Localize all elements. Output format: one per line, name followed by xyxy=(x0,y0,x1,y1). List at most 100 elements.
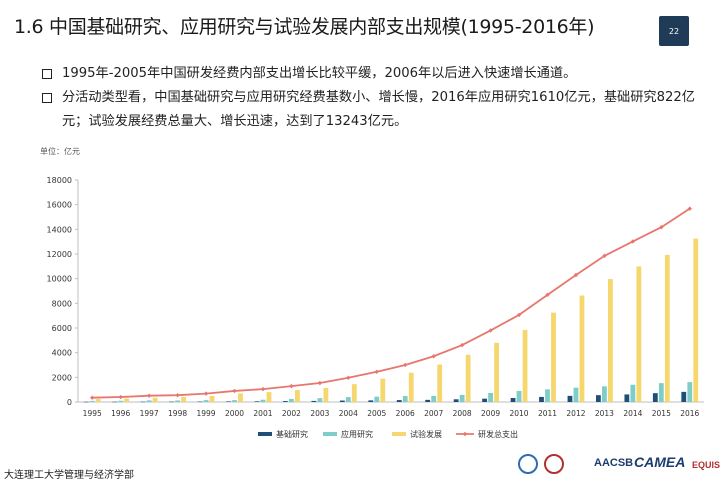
bar-experimental-development xyxy=(437,364,443,402)
bar-applied-research xyxy=(175,400,180,402)
school-seal-icon xyxy=(544,454,564,474)
bar-experimental-development xyxy=(636,266,642,402)
bar-applied-research xyxy=(545,389,550,402)
legend-applied-research-swatch xyxy=(323,432,337,436)
bar-basic-research xyxy=(539,396,544,402)
bar-experimental-development xyxy=(238,393,243,402)
unit-label: 单位：亿元 xyxy=(40,147,80,156)
bullet-square-icon xyxy=(42,93,52,103)
total-expenditure-point xyxy=(175,393,180,398)
x-tick-label: 2009 xyxy=(481,409,500,418)
x-tick-label: 2002 xyxy=(282,409,301,418)
bar-experimental-development xyxy=(209,395,215,402)
bar-applied-research xyxy=(146,400,152,402)
x-tick-label: 2013 xyxy=(595,409,614,418)
accreditation-logos: AACSB CAMEA EQUIS xyxy=(516,450,720,480)
bar-applied-research xyxy=(374,396,380,402)
bullet-text: 1995年-2005年中国研发经费内部支出增长比较平缓，2006年以后进入快速增… xyxy=(62,66,577,81)
x-tick-label: 2006 xyxy=(396,409,415,418)
total-expenditure-point xyxy=(260,386,266,392)
rd-expenditure-chart: 0 2000 4000 6000 8000 10000 12000 14000 16000 180… xyxy=(47,176,704,439)
total-expenditure-point xyxy=(659,225,664,230)
bar-basic-research xyxy=(311,400,317,402)
bar-experimental-development xyxy=(693,238,699,402)
total-expenditure-point xyxy=(346,375,351,380)
total-expenditure-point xyxy=(630,239,636,244)
bullet-list: 1995年-2005年中国研发经费内部支出增长比较平缓，2006年以后进入快速增… xyxy=(36,62,696,134)
bullet-text: 分活动类型看，中国基础研究与应用研究经费基数小、增长慢，2016年应用研究161… xyxy=(62,90,695,129)
bar-basic-research xyxy=(254,401,260,402)
total-expenditure-point xyxy=(146,393,152,398)
x-tick-label: 2004 xyxy=(339,409,358,418)
x-tick-label: 2005 xyxy=(367,409,386,418)
bar-basic-research xyxy=(425,399,431,402)
bullet-item: 分活动类型看，中国基础研究与应用研究经费基数小、增长慢，2016年应用研究161… xyxy=(36,86,696,134)
x-tick-label: 2014 xyxy=(623,409,642,418)
bar-experimental-development xyxy=(494,342,499,402)
bar-applied-research xyxy=(431,395,437,402)
page-number-badge: 22 xyxy=(659,16,689,46)
bar-experimental-development xyxy=(608,279,613,402)
bar-experimental-development xyxy=(152,397,158,402)
bullet-square-icon xyxy=(42,69,52,79)
bar-basic-research xyxy=(197,401,203,403)
equis-logo: EQUIS xyxy=(692,460,720,470)
bar-applied-research xyxy=(516,390,522,402)
x-tick-label: 2011 xyxy=(538,409,557,418)
camea-logo: CAMEA xyxy=(634,454,686,470)
bar-basic-research xyxy=(83,401,89,403)
x-tick-label: 2001 xyxy=(253,409,272,418)
y-tick-label: 10000 xyxy=(47,275,72,284)
bar-basic-research xyxy=(169,401,174,403)
bar-basic-research xyxy=(226,401,231,402)
bar-experimental-development xyxy=(579,295,585,402)
legend-experimental-development-swatch xyxy=(392,432,406,436)
x-tick-label: 2000 xyxy=(225,409,244,418)
bar-applied-research xyxy=(459,394,465,402)
bar-experimental-development xyxy=(522,329,528,402)
bar-basic-research xyxy=(140,401,146,403)
university-seal-icon xyxy=(518,454,538,474)
bar-applied-research xyxy=(602,386,607,402)
institution-name: 大连理工大学管理与经济学部 xyxy=(4,470,134,481)
total-expenditure-point xyxy=(602,253,607,259)
bar-experimental-development xyxy=(351,384,357,402)
y-tick-label: 12000 xyxy=(47,250,72,259)
bar-applied-research xyxy=(630,384,636,402)
bar-basic-research xyxy=(652,393,658,402)
y-tick-label: 16000 xyxy=(47,201,72,210)
total-expenditure-point xyxy=(545,292,550,298)
total-expenditure-point xyxy=(289,383,294,389)
bar-basic-research xyxy=(681,391,687,402)
bar-basic-research xyxy=(510,397,516,402)
bar-applied-research xyxy=(317,398,323,402)
total-expenditure-point xyxy=(317,380,323,386)
y-tick-label: 6000 xyxy=(52,324,72,333)
bar-basic-research xyxy=(453,399,459,402)
legend-total-expenditure-marker xyxy=(462,431,468,437)
bar-experimental-development xyxy=(380,378,386,402)
bar-applied-research xyxy=(402,395,408,402)
x-tick-label: 2008 xyxy=(453,409,472,418)
x-tick-label: 1999 xyxy=(196,409,215,418)
total-expenditure-point xyxy=(90,395,95,400)
page-title: 1.6 中国基础研究、应用研究与试验发展内部支出规模(1995-2016年) xyxy=(14,16,595,38)
x-tick-label: 1996 xyxy=(111,409,130,418)
bar-experimental-development xyxy=(181,397,186,402)
bar-basic-research xyxy=(624,394,630,402)
bar-basic-research xyxy=(368,400,374,402)
x-tick-label: 1998 xyxy=(168,409,187,418)
x-tick-label: 2016 xyxy=(680,409,699,418)
bar-applied-research xyxy=(687,382,693,402)
total-expenditure-point xyxy=(488,328,493,333)
total-expenditure-point xyxy=(516,312,522,318)
total-expenditure-point xyxy=(203,391,209,396)
x-tick-label: 2007 xyxy=(424,409,443,418)
legend-total-expenditure-label: 研发总支出 xyxy=(478,429,518,439)
legend-basic-research-swatch xyxy=(258,432,272,436)
total-expenditure-point xyxy=(573,272,579,278)
bar-experimental-development xyxy=(95,399,101,402)
aacsb-logo: AACSB xyxy=(594,457,634,469)
x-tick-label: 2015 xyxy=(652,409,671,418)
total-expenditure-line xyxy=(92,207,691,399)
